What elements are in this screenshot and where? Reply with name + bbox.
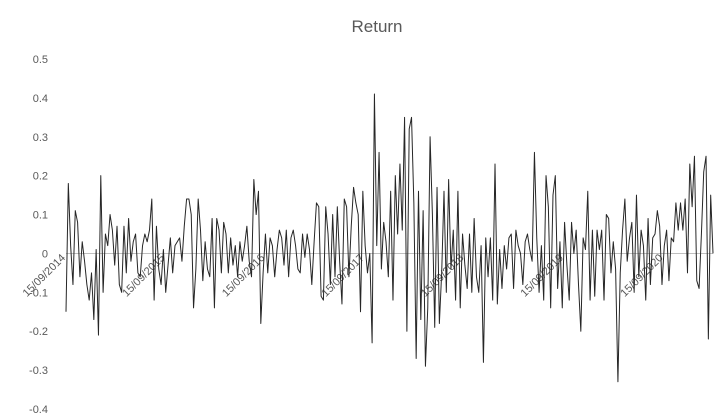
y-axis: 0.5 0.4 0.3 0.2 0.1 0 -0.1 -0.2 -0.3 -0.4 [29,54,48,416]
chart-title: Return [351,17,402,36]
y-tick-label: 0.3 [33,132,48,144]
y-tick-label: -0.1 [29,287,48,299]
y-tick-label: 0.4 [33,93,48,105]
plot-area [65,93,714,383]
y-tick-label: 0 [42,248,48,260]
y-tick-label: -0.3 [29,365,48,377]
return-series-line [65,93,714,383]
y-tick-label: 0.2 [33,171,48,183]
y-tick-label: 0.5 [33,54,48,66]
y-tick-label: 0.1 [33,210,48,222]
y-tick-label: -0.4 [29,404,48,416]
x-tick-label: 15/09/2020 [618,252,665,299]
y-tick-label: -0.2 [29,326,48,338]
